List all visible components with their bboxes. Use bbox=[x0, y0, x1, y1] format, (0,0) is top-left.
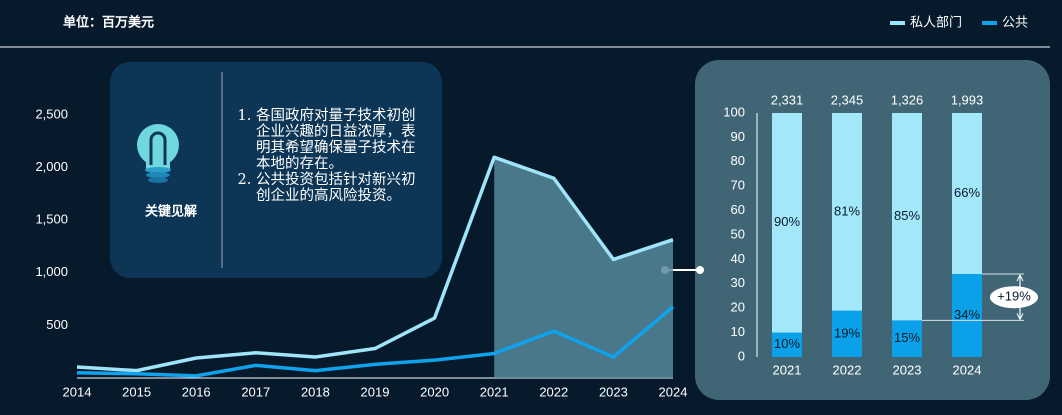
connector-dot bbox=[696, 266, 704, 274]
bar-segment bbox=[892, 113, 922, 321]
highlight-area bbox=[494, 157, 673, 378]
x-tick-label: 2024 bbox=[659, 384, 688, 399]
panel bbox=[695, 60, 1050, 400]
annotation: +19% bbox=[997, 289, 1031, 304]
bar-segment bbox=[832, 310, 862, 357]
y-tick-label: 60 bbox=[731, 202, 745, 217]
y-tick-label: 50 bbox=[731, 226, 745, 241]
insight-points: 各国政府对量子技术初创企业兴趣的日益浓厚，表明其希望确保量子技术在本地的存在。公… bbox=[238, 108, 416, 204]
value-label: 90% bbox=[774, 214, 800, 229]
value-label: 85% bbox=[894, 208, 920, 223]
insight-title: 关键见解 bbox=[145, 203, 197, 218]
x-tick-label: 2021 bbox=[773, 362, 802, 377]
y-tick-label: 20 bbox=[731, 300, 745, 315]
total-label: 2,345 bbox=[831, 92, 864, 107]
value-label: 19% bbox=[834, 325, 860, 340]
y-tick-label: 70 bbox=[731, 178, 745, 193]
y-tick-label: 1,500 bbox=[35, 212, 68, 227]
total-label: 1,993 bbox=[951, 92, 984, 107]
bar-segment bbox=[832, 113, 862, 311]
y-tick-label: 40 bbox=[731, 251, 745, 266]
bar-segment bbox=[892, 320, 922, 357]
series-line bbox=[76, 305, 675, 378]
value-label: 15% bbox=[894, 330, 920, 345]
x-tick-label: 2018 bbox=[301, 384, 330, 399]
y-tick-label: 10 bbox=[731, 324, 745, 339]
x-tick-label: 2021 bbox=[480, 384, 509, 399]
x-tick-label: 2020 bbox=[420, 384, 449, 399]
y-tick-label: 2,500 bbox=[35, 106, 68, 121]
arrow-head bbox=[1016, 273, 1024, 282]
y-tick-label: 100 bbox=[723, 104, 745, 119]
x-tick-label: 2024 bbox=[953, 362, 982, 377]
value-label: 10% bbox=[774, 336, 800, 351]
unit-label: 单位：百万美元 bbox=[63, 14, 154, 29]
x-tick-label: 2017 bbox=[241, 384, 270, 399]
total-label: 1,326 bbox=[891, 92, 924, 107]
bar-segment bbox=[772, 113, 802, 333]
bar-segment bbox=[952, 274, 982, 357]
x-tick-label: 2015 bbox=[122, 384, 151, 399]
bulb-icon bbox=[137, 124, 179, 183]
bar-segment bbox=[952, 113, 982, 275]
x-tick-label: 2022 bbox=[539, 384, 568, 399]
value-label: 34% bbox=[954, 307, 980, 322]
arrow-head bbox=[1016, 313, 1024, 321]
x-tick-label: 2014 bbox=[63, 384, 92, 399]
insight-point: 公共投资包括针对新兴初创企业的高风险投资。 bbox=[256, 172, 416, 204]
legend-label: 私人部门 bbox=[910, 14, 962, 29]
y-tick-label: 500 bbox=[46, 317, 68, 332]
y-tick-label: 2,000 bbox=[35, 159, 68, 174]
series-line bbox=[76, 155, 674, 373]
y-tick-label: 0 bbox=[738, 348, 745, 363]
x-tick-label: 2022 bbox=[833, 362, 862, 377]
y-tick-label: 1,000 bbox=[35, 264, 68, 279]
value-label: 66% bbox=[954, 185, 980, 200]
y-tick-label: 80 bbox=[731, 153, 745, 168]
bar-segment bbox=[772, 332, 802, 357]
total-label: 2,331 bbox=[771, 92, 804, 107]
y-tick-label: 30 bbox=[731, 275, 745, 290]
x-tick-label: 2019 bbox=[361, 384, 390, 399]
value-label: 81% bbox=[834, 203, 860, 218]
insight-box bbox=[110, 62, 442, 278]
x-tick-label: 2023 bbox=[599, 384, 628, 399]
annotation-badge bbox=[990, 286, 1038, 309]
y-tick-label: 90 bbox=[731, 129, 745, 144]
legend-label: 公共 bbox=[1002, 14, 1028, 29]
x-tick-label: 2023 bbox=[893, 362, 922, 377]
x-tick-label: 2016 bbox=[182, 384, 211, 399]
insight-point: 各国政府对量子技术初创企业兴趣的日益浓厚，表明其希望确保量子技术在本地的存在。 bbox=[256, 108, 416, 172]
